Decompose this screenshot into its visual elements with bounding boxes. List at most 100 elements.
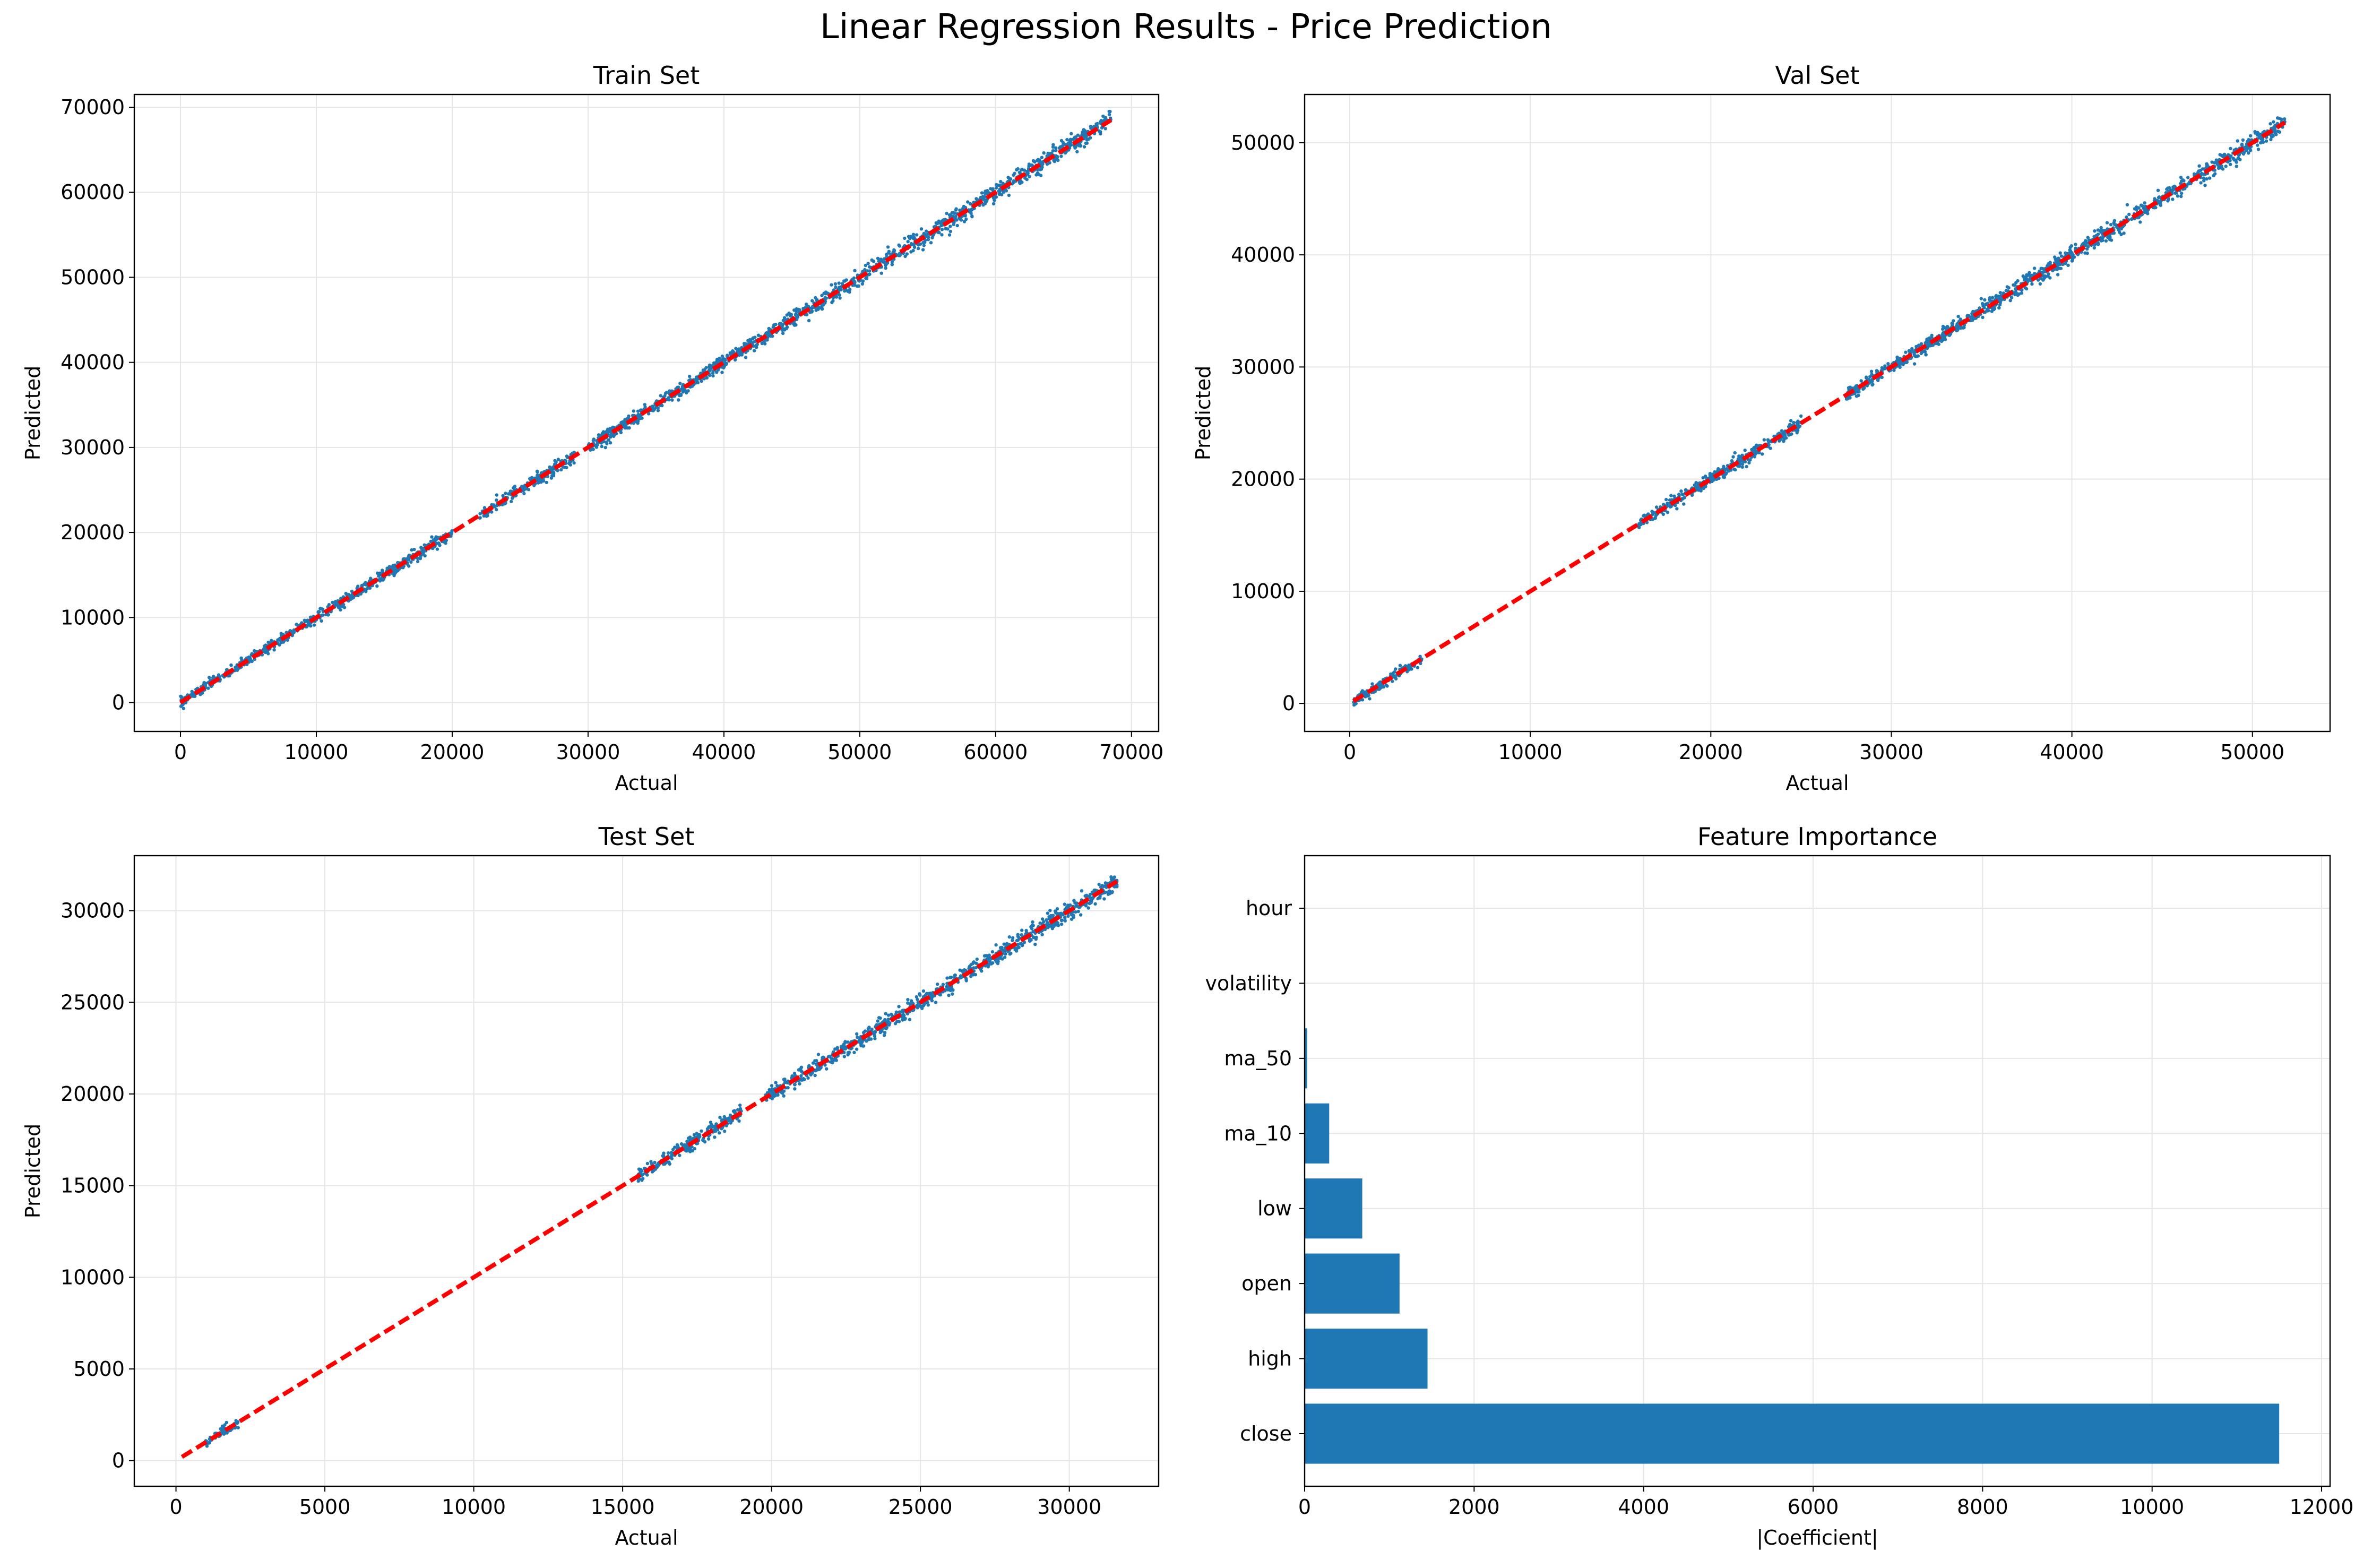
scatter-point (886, 1018, 890, 1021)
scatter-point (1708, 473, 1712, 477)
scatter-point (262, 644, 266, 648)
y-tick-label: 20000 (61, 521, 125, 544)
scatter-point (711, 374, 715, 378)
scatter-point (1036, 159, 1039, 162)
y-tick-label: 30000 (1231, 355, 1295, 378)
y-tick-label: 10000 (61, 1265, 125, 1289)
scatter-point (409, 560, 413, 564)
scatter-point (993, 199, 996, 202)
scatter-point (1790, 432, 1793, 436)
y-tick-label: 30000 (61, 436, 125, 459)
scatter-point (1651, 518, 1654, 521)
scatter-point (2039, 266, 2043, 270)
scatter-point (1795, 431, 1799, 435)
scatter-point (872, 260, 876, 263)
scatter-point (918, 242, 922, 246)
scatter-point (1666, 502, 1669, 505)
scatter-point (423, 554, 427, 558)
scatter-point (421, 547, 425, 551)
scatter-point (2096, 241, 2100, 245)
scatter-point (341, 605, 344, 608)
scatter-point (437, 542, 441, 546)
scatter-point (799, 1074, 803, 1078)
scatter-point (2208, 176, 2212, 180)
scatter-point (755, 346, 758, 349)
scatter-point (948, 229, 953, 234)
scatter-point (565, 466, 568, 470)
scatter-point (1046, 151, 1050, 156)
scatter-point (753, 349, 756, 352)
scatter-point (601, 432, 605, 436)
scatter-point (1073, 135, 1077, 139)
scatter-point (420, 552, 424, 556)
scatter-point (669, 1151, 674, 1155)
scatter-point (572, 461, 576, 465)
scatter-point (2040, 271, 2044, 274)
scatter-point (728, 1113, 732, 1117)
scatter-point (1031, 920, 1034, 924)
scatter-point (2264, 139, 2269, 143)
scatter-point (608, 441, 613, 445)
scatter-point (954, 214, 958, 219)
scatter-point (1063, 919, 1067, 923)
scatter-point (225, 1431, 229, 1435)
scatter-point (2025, 278, 2029, 282)
scatter-point (663, 391, 668, 395)
scatter-point (838, 296, 842, 300)
scatter-point (873, 1034, 877, 1038)
scatter-point (703, 368, 706, 372)
scatter-point (511, 496, 514, 500)
scatter-point (2143, 201, 2146, 205)
scatter-point (2107, 235, 2111, 239)
scatter-point (2179, 182, 2183, 185)
scatter-point (881, 259, 885, 263)
scatter-point (1956, 325, 1960, 329)
scatter-point (709, 365, 713, 369)
scatter-point (2202, 173, 2206, 176)
x-tick-label: 40000 (692, 740, 756, 764)
scatter-point (919, 227, 924, 231)
scatter-point (1990, 296, 1995, 299)
scatter-point (350, 594, 355, 598)
x-tick-label: 70000 (1099, 740, 1163, 764)
y-tick-label: 25000 (61, 990, 125, 1014)
scatter-point (1398, 664, 1402, 667)
scatter-point (234, 666, 237, 669)
scatter-point (876, 256, 880, 260)
scatter-point (2205, 162, 2209, 166)
scatter-point (2145, 209, 2149, 213)
scatter-point (482, 506, 487, 510)
scatter-point (878, 1016, 882, 1020)
scatter-point (737, 1119, 741, 1123)
scatter-point (2166, 199, 2170, 203)
scatter-point (2229, 147, 2232, 150)
scatter-point (1682, 502, 1686, 506)
scatter-point (2028, 271, 2031, 274)
scatter-point (749, 340, 753, 344)
scatter-point (1016, 167, 1020, 171)
scatter-point (1360, 689, 1365, 693)
scatter-point (693, 1147, 697, 1151)
scatter-point (1080, 889, 1084, 893)
scatter-point (908, 237, 912, 240)
scatter-point (722, 1115, 727, 1119)
scatter-point (1034, 173, 1038, 177)
scatter-point (331, 600, 334, 605)
scatter-point (1733, 451, 1737, 455)
scatter-point (2093, 243, 2097, 247)
y-tick-label: 10000 (61, 606, 125, 629)
scatter-point (2224, 165, 2228, 168)
scatter-point (2166, 186, 2170, 190)
scatter-point (720, 371, 724, 374)
scatter-point (1672, 494, 1676, 498)
scatter-point (2125, 215, 2128, 219)
scatter-point (1033, 160, 1037, 164)
scatter-point (1669, 494, 1673, 497)
scatter-point (1051, 149, 1055, 153)
scatter-point (688, 374, 692, 378)
scatter-point (916, 246, 920, 251)
scatter-point (1089, 136, 1092, 140)
scatter-point (286, 638, 289, 642)
scatter-point (814, 296, 817, 300)
